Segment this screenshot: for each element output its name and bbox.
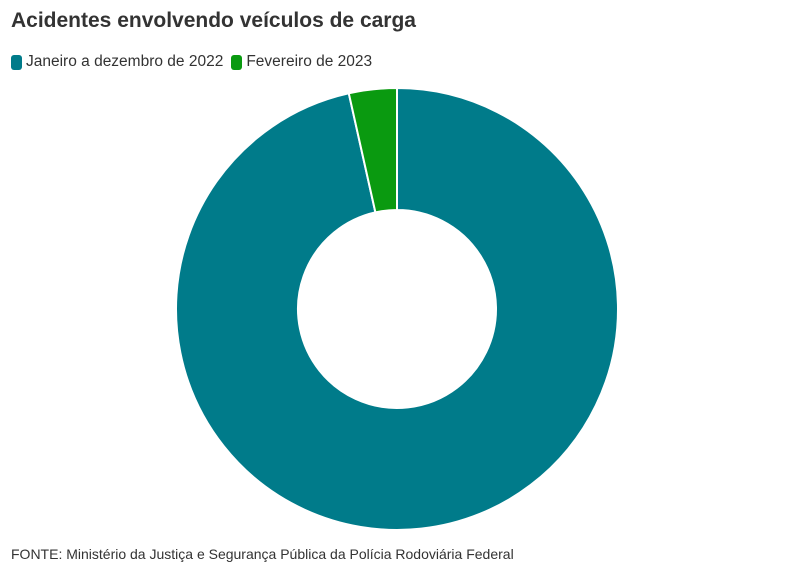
legend-item-2023[interactable]: Fevereiro de 2023 — [231, 53, 372, 71]
slice-2022[interactable] — [175, 87, 619, 531]
legend-swatch-2023 — [231, 54, 243, 70]
legend-item-2022[interactable]: Janeiro a dezembro de 2022 — [11, 53, 223, 71]
legend-swatch-2022 — [11, 54, 22, 70]
source-note: FONTE: Ministério da Justiça e Segurança… — [11, 546, 514, 562]
legend: Janeiro a dezembro de 2022 Fevereiro de … — [11, 53, 380, 71]
legend-label-2023: Fevereiro de 2023 — [246, 53, 373, 70]
legend-label-2022: Janeiro a dezembro de 2022 — [26, 53, 224, 70]
slice-2023[interactable] — [347, 87, 398, 214]
chart-title: Acidentes envolvendo veículos de carga — [11, 9, 416, 32]
